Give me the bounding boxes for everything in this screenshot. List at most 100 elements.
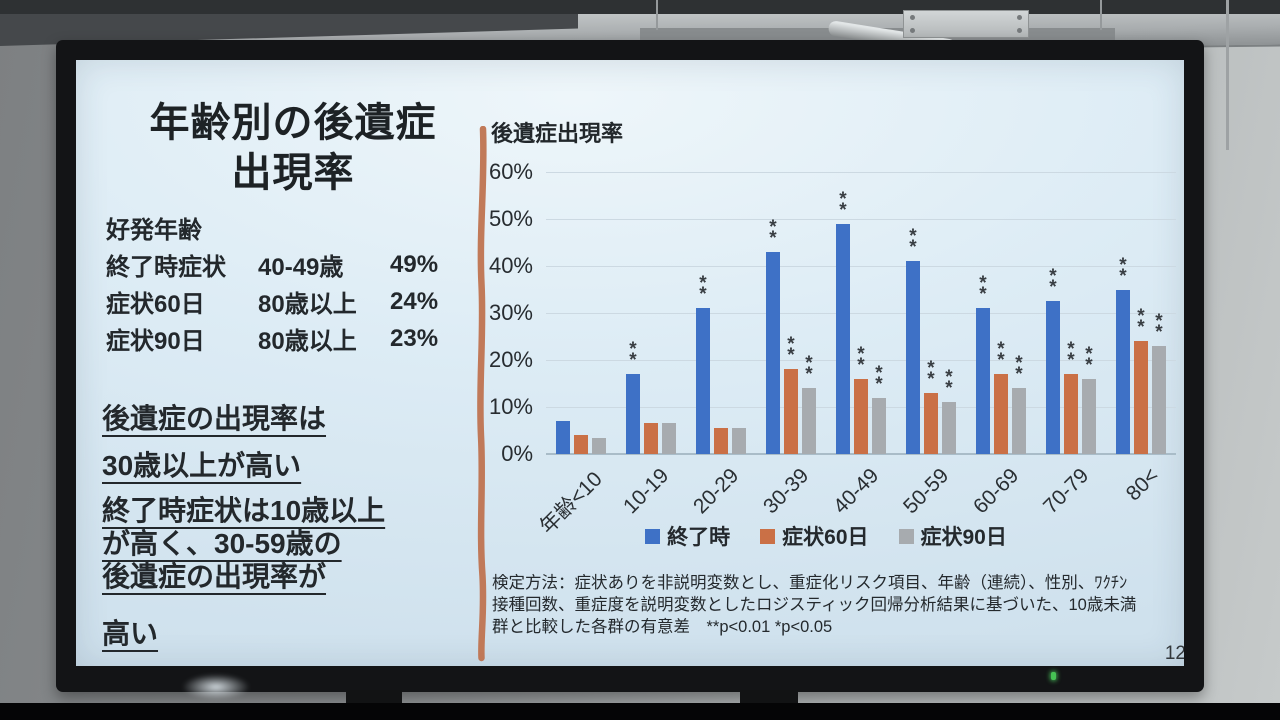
legend-label: 終了時 <box>667 526 731 549</box>
bar-症状60日 <box>644 423 658 454</box>
table-edge <box>0 703 1280 720</box>
power-led-icon <box>1051 672 1056 680</box>
y-axis-tick-label: 60% <box>488 159 533 184</box>
significance-stars: * * <box>1085 343 1093 376</box>
chart-legend: 終了時 症状60日 症状90日 <box>516 521 1136 551</box>
significance-stars: * * <box>857 343 865 376</box>
significance-stars: * * <box>787 334 795 367</box>
significance-stars: * * <box>805 353 813 386</box>
stat-label: 症状60日 <box>106 291 205 318</box>
stats-list: 終了時症状 40-49歳 49% 症状60日 80歳以上 24% 症状90日 80歳以上 23% <box>106 246 496 357</box>
footnote-line: 群と比較した各群の有意差 **p<0.01 *p<0.05 <box>492 618 833 636</box>
significance-stars: * * <box>1067 339 1075 372</box>
highlight-line: 終了時症状は10歳以上 <box>102 495 386 526</box>
tv-stand-leg <box>346 690 402 704</box>
stat-value: 23% <box>390 324 439 352</box>
y-axis-tick-label: 0% <box>501 441 533 466</box>
stat-value: 24% <box>390 287 439 315</box>
bar-症状90日 <box>872 397 886 454</box>
ceiling-strip <box>0 0 1280 14</box>
slide-title-line: 出現率 <box>231 151 355 195</box>
legend-item: 終了時 <box>645 521 730 551</box>
y-axis-tick-label: 10% <box>488 394 533 419</box>
significance-stars: * * <box>927 357 935 390</box>
wall-panel-seam <box>1226 0 1229 150</box>
significance-stars: * * <box>839 188 847 221</box>
wall-bracket-plate <box>903 10 1029 38</box>
slide-title: 年齢別の後遺症 出現率 <box>94 98 492 198</box>
significance-stars: * * <box>629 339 637 372</box>
bar-症状90日 <box>732 428 746 454</box>
bar-症状90日 <box>1152 345 1166 454</box>
bar-終了時 <box>1116 289 1130 454</box>
bar-終了時 <box>626 374 640 454</box>
bar-症状60日 <box>714 428 728 454</box>
stat-value: 49% <box>390 250 439 278</box>
slide-title-line: 年齢別の後遺症 <box>149 101 437 145</box>
significance-stars: * * <box>875 362 883 395</box>
bar-終了時 <box>906 261 920 454</box>
bar-症状90日 <box>802 388 816 454</box>
significance-stars: * * <box>769 216 777 249</box>
chart-title: 後遺症出現率 <box>491 121 624 146</box>
gridline <box>546 172 1176 173</box>
highlight-line: 高い <box>102 618 159 649</box>
light-reflection <box>182 674 250 700</box>
bar-症状60日 <box>1064 374 1078 454</box>
stat-label: 症状90日 <box>106 328 205 355</box>
bar-症状90日 <box>1082 378 1096 454</box>
page-number: 12 <box>1164 643 1184 664</box>
significance-stars: * * <box>979 273 987 306</box>
orange-divider-line <box>477 126 487 662</box>
bar-終了時 <box>696 308 710 454</box>
bar-症状60日 <box>854 378 868 454</box>
bar-症状60日 <box>924 392 938 454</box>
significance-stars: * * <box>1049 266 1057 299</box>
significance-stars: * * <box>1119 254 1127 287</box>
legend-swatch-icon <box>898 528 914 544</box>
bar-症状90日 <box>592 437 606 454</box>
significance-stars: * * <box>909 226 917 259</box>
bolt-icon <box>1017 28 1022 33</box>
legend-swatch-icon <box>760 528 776 544</box>
stat-label: 終了時症状 <box>106 254 226 281</box>
significance-stars: * * <box>1155 310 1163 343</box>
significance-stars: * * <box>945 367 953 400</box>
gridline <box>546 360 1176 361</box>
significance-stars: * * <box>1137 306 1145 339</box>
bar-症状60日 <box>784 369 798 454</box>
y-axis-tick-label: 50% <box>488 206 533 231</box>
footnote-line: 検定方法：症状ありを非説明変数とし、重症化リスク項目、年齢（連続）、性別、ﾜｸﾁ… <box>492 574 1128 592</box>
gridline <box>546 313 1176 314</box>
legend-label: 症状60日 <box>782 526 869 549</box>
stat-row: 症状90日 80歳以上 23% <box>106 320 496 357</box>
gridline <box>546 219 1176 220</box>
bar-症状60日 <box>1134 341 1148 454</box>
bar-終了時 <box>556 421 570 454</box>
bar-終了時 <box>836 223 850 454</box>
significance-stars: * * <box>699 273 707 306</box>
y-axis-tick-label: 40% <box>488 253 533 278</box>
stat-age: 40-49歳 <box>258 254 344 281</box>
legend-swatch-icon <box>645 528 661 544</box>
significance-stars: * * <box>1015 353 1023 386</box>
stat-row: 終了時症状 40-49歳 49% <box>106 246 496 283</box>
tv-display: 年齢別の後遺症 出現率 好発年齢 終了時症状 40-49歳 49% 症状60日 80歳以… <box>56 40 1204 692</box>
x-axis-line <box>546 453 1176 455</box>
tv-stand-leg <box>740 690 798 704</box>
slide: 年齢別の後遺症 出現率 好発年齢 終了時症状 40-49歳 49% 症状60日 80歳以… <box>76 60 1184 666</box>
significance-stars: * * <box>997 339 1005 372</box>
y-axis-tick-label: 30% <box>488 300 533 325</box>
bolt-icon <box>1017 15 1022 20</box>
highlight-line: 後遺症の出現率が <box>102 561 327 592</box>
bar-症状60日 <box>574 435 588 454</box>
legend-item: 症状60日 <box>760 521 869 551</box>
bar-症状90日 <box>942 402 956 454</box>
footnote-line: 接種回数、重症度を説明変数としたロジスティック回帰分析結果に基づいた、10歳未満 <box>492 596 1137 614</box>
wall-panel-seam <box>1100 0 1102 30</box>
legend-label: 症状90日 <box>920 526 1007 549</box>
bar-症状90日 <box>1012 388 1026 454</box>
stat-age: 80歳以上 <box>258 291 357 318</box>
bar-終了時 <box>766 251 780 454</box>
